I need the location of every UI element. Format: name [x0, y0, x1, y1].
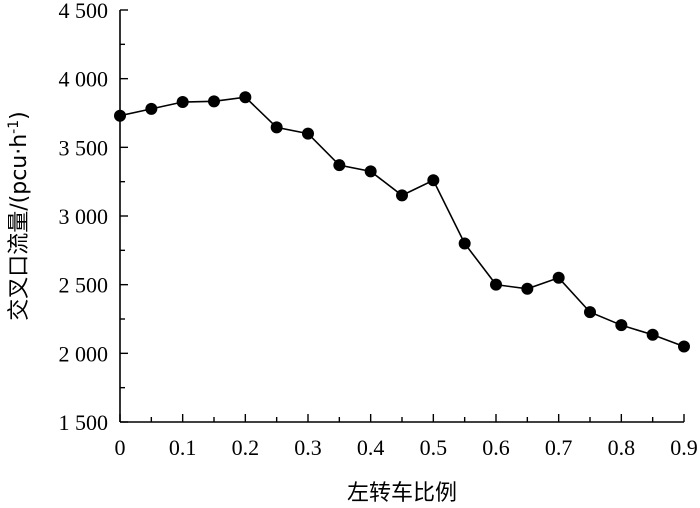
data-point [208, 95, 220, 108]
y-ticks: 1 500 2 000 2 500 3 000 3 500 4 000 4 500 [59, 0, 128, 435]
data-point [521, 282, 534, 295]
data-point [584, 306, 596, 319]
x-tick-label: 0.8 [608, 435, 636, 460]
y-tick-label: 4 000 [59, 67, 109, 92]
data-point [333, 159, 346, 172]
y-tick-label: 2 000 [59, 341, 109, 366]
x-tick-label: 0.2 [232, 435, 260, 460]
x-tick-label: 0 [115, 435, 126, 460]
data-point [396, 189, 408, 202]
data-point [646, 328, 659, 341]
y-axis-title: 交叉口流量/(pcu·h-1) [6, 111, 32, 321]
series-line [119, 96, 685, 348]
x-tick-label: 0.6 [482, 435, 510, 460]
x-tick-label: 0.5 [420, 435, 448, 460]
data-point [364, 165, 377, 178]
y-tick-label: 1 500 [59, 410, 109, 435]
data-point [302, 127, 314, 140]
y-axis-title-main: 交叉口流量/(pcu·h [7, 134, 32, 321]
y-tick-label: 3 500 [59, 135, 109, 160]
y-axis-title-superscript: -1 [6, 120, 22, 134]
x-tick-label: 0.7 [545, 435, 573, 460]
data-points [114, 91, 690, 353]
x-axis-title: 左转车比例 [347, 481, 457, 506]
data-point [490, 278, 502, 291]
data-point [270, 121, 283, 134]
data-point [145, 102, 158, 115]
x-axis-title-text: 左转车比例 [347, 481, 457, 506]
x-tick-label: 0.3 [294, 435, 322, 460]
data-point [176, 96, 189, 109]
x-ticks: 0 0.1 0.2 0.3 0.4 0.5 0.6 0.7 0.8 0.9 [115, 414, 698, 460]
x-tick-label: 0.9 [670, 435, 698, 460]
x-tick-label: 0.4 [357, 435, 385, 460]
data-point [552, 271, 565, 284]
data-point [615, 319, 628, 332]
y-tick-label: 3 000 [59, 204, 109, 229]
data-point [427, 174, 440, 187]
axes [119, 10, 684, 423]
y-tick-label: 4 500 [59, 0, 109, 23]
y-tick-label: 2 500 [59, 273, 109, 298]
data-point [114, 109, 126, 122]
data-point [458, 237, 471, 250]
data-point [239, 91, 252, 104]
x-tick-label: 0.1 [169, 435, 197, 460]
data-point [678, 340, 690, 353]
y-axis-title-tail: ) [7, 111, 32, 120]
